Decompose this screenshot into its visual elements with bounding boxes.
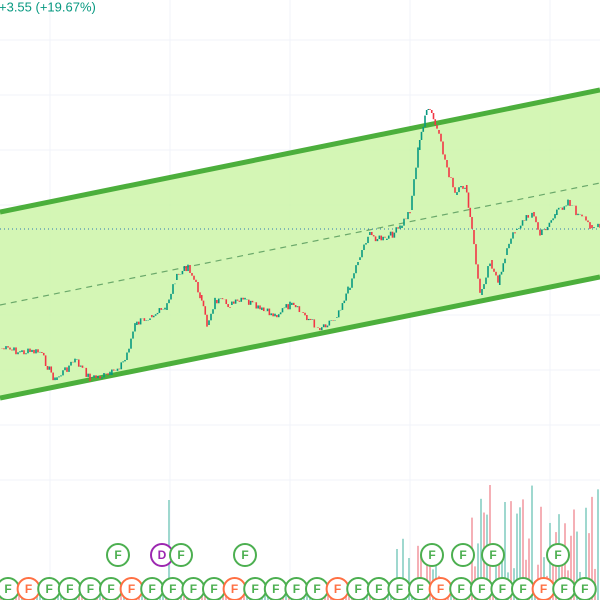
event-marker (572, 577, 597, 600)
event-marker (481, 543, 505, 567)
volume-bar (576, 531, 578, 600)
event-label: F (561, 582, 568, 596)
volume-bar (588, 533, 590, 600)
volume-bar (495, 550, 497, 600)
event-label: D (158, 548, 167, 562)
volume-bar (426, 552, 428, 600)
volume-bar (480, 498, 482, 600)
event-label: F (489, 548, 496, 562)
volume-bar (327, 592, 329, 600)
volume-bar (510, 501, 512, 600)
volume-bar (396, 548, 398, 600)
events: F D F F F F F FF F F F F F F F F F F F F F F F F F F F F F F F F F F F F (0, 543, 597, 600)
volume-bar (402, 538, 404, 600)
event-label: F (190, 582, 197, 596)
event-label: F (252, 582, 259, 596)
event-marker (546, 543, 570, 567)
event-label: F (334, 582, 341, 596)
volume-bar (222, 593, 224, 600)
event-label: F (4, 582, 11, 596)
channel-fill (0, 90, 600, 398)
event-label: F (459, 548, 466, 562)
event-label: F (114, 548, 121, 562)
price-series (1, 108, 600, 382)
event-label: F (519, 582, 526, 596)
volume-bar (522, 499, 524, 600)
change-label: +3.55 (+19.67%) (0, 0, 96, 14)
event-label: F (355, 582, 362, 596)
event-label: F (169, 582, 176, 596)
event-label: F (87, 582, 94, 596)
event-marker (106, 543, 130, 567)
event-label: F (437, 582, 444, 596)
event-label: F (231, 582, 238, 596)
event-label: F (272, 582, 279, 596)
volume-bar (417, 545, 419, 600)
channel-mid (0, 182, 600, 306)
event-label: F (25, 582, 32, 596)
volume-bar (597, 489, 599, 600)
event-label: F (375, 582, 382, 596)
volume-bar (531, 485, 533, 600)
event-label: F (66, 582, 73, 596)
volume-bar (408, 558, 410, 600)
event-label: F (210, 582, 217, 596)
event-marker (169, 543, 193, 567)
volume-bar (516, 513, 518, 600)
event-label: F (458, 582, 465, 596)
event-marker (420, 543, 444, 567)
event-label: F (46, 582, 53, 596)
event-label: F (428, 548, 435, 562)
channel-upper (0, 87, 600, 215)
volume-bar (504, 501, 506, 600)
volume-bar (591, 496, 593, 600)
volume-bar (540, 506, 542, 600)
volume-bar (585, 507, 587, 600)
event-label: F (107, 582, 114, 596)
volume-bar (429, 560, 431, 600)
event-label: F (554, 548, 561, 562)
volume-bar (489, 485, 491, 600)
event-marker (233, 543, 257, 567)
event-label: F (416, 582, 423, 596)
volume-bar (552, 558, 554, 600)
volume-bar (573, 509, 575, 600)
event-label: F (540, 582, 547, 596)
volume-bar (519, 507, 521, 600)
event-label: F (177, 548, 184, 562)
event-label: F (293, 582, 300, 596)
event-label: F (313, 582, 320, 596)
event-label: F (499, 582, 506, 596)
event-label: F (581, 582, 588, 596)
event-label: F (128, 582, 135, 596)
event-marker (451, 543, 475, 567)
volume-bar (528, 538, 530, 600)
volume-bar (477, 543, 479, 600)
event-label: F (241, 548, 248, 562)
event-label: F (396, 582, 403, 596)
volume-bar (570, 535, 572, 600)
event-label: F (478, 582, 485, 596)
event-label: F (149, 582, 156, 596)
volume-bar (450, 591, 452, 600)
